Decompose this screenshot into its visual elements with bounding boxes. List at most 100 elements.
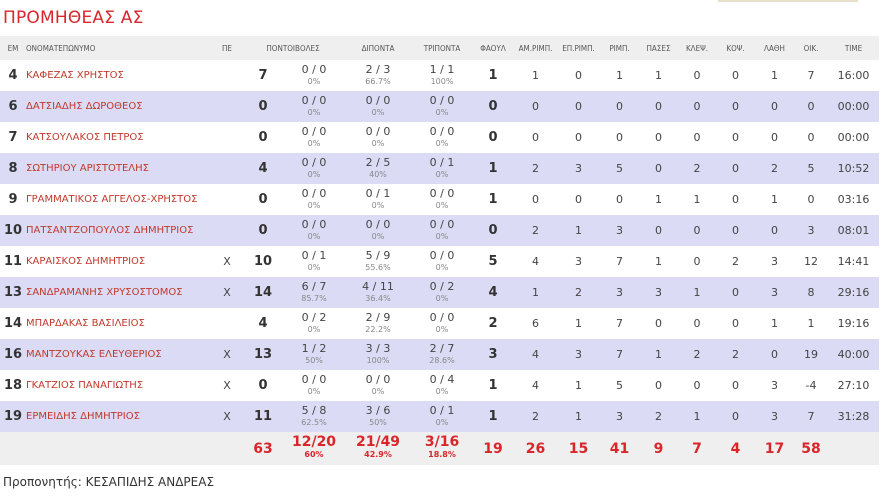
player-to: 0 [771, 131, 779, 144]
player-name-link[interactable]: ΚΑΡΑΙΣΚΟΣ ΔΗΜΗΤΡΙΟΣ [26, 256, 146, 267]
player-ft: 0 / 0 0% [284, 215, 345, 246]
player-three: 0 / 1 0% [412, 401, 473, 432]
player-two-pct: 66.7% [365, 77, 391, 86]
player-points: 13 [242, 339, 284, 370]
player-points: 0 [242, 215, 284, 246]
player-three: 0 / 0 0% [412, 246, 472, 277]
player-name-link[interactable]: ΚΑΤΣΟΥΛΑΚΟΣ ΠΕΤΡΟΣ [26, 132, 144, 143]
player-three: 0 / 0 0% [412, 184, 472, 215]
player-name-link[interactable]: ΜΑΝΤΖΟΥΚΑΣ ΕΛΕΥΘΕΡΙΟΣ [26, 339, 212, 370]
player-three-made: 0 / 4 [429, 373, 455, 386]
player-three-pct: 0% [435, 139, 449, 148]
header-time: TIME [828, 36, 880, 60]
player-name-link[interactable]: ΔΑΤΣΙΑΔΗΣ ΔΩΡΟΘΕΟΣ [26, 91, 212, 122]
player-row: 18 ΓΚΑΤΖΙΟΣ ΠΑΝΑΓΙΩΤΗΣ X 0 0 / 0 0% 0 / 0 0% 0 /… [0, 370, 879, 401]
player-two: 3 / 3 100% [344, 339, 413, 370]
player-name-link[interactable]: ΠΑΤΣΑΝΤΖΟΠΟΥΛΟΣ ΔΗΜΗΤΡΙΟΣ [26, 215, 212, 246]
header-ast: ΠΑΣΕΣ [639, 36, 679, 60]
header-name: ΟΝΟΜΑΤΕΠΩΝΥΜΟ [26, 36, 212, 60]
player-eff: 0 [794, 91, 829, 122]
player-points: 0 [258, 192, 268, 207]
player-fouls: 3 [472, 339, 515, 370]
header-oreb: ΑΜ.ΡΙΜΠ. [514, 36, 558, 60]
player-ft: 5 / 8 62.5% [284, 401, 345, 432]
player-reb: 3 [600, 215, 640, 246]
player-oreb: 6 [532, 317, 540, 330]
player-to: 0 [755, 339, 795, 370]
player-three-pct: 28.6% [429, 356, 455, 365]
player-ft: 0 / 1 0% [284, 246, 344, 277]
player-oreb: 0 [532, 193, 540, 206]
player-three-made: 0 / 0 [429, 218, 455, 231]
player-blk: 0 [732, 379, 740, 392]
player-two: 2 / 9 22.2% [344, 308, 412, 339]
player-ast: 0 [639, 91, 679, 122]
player-blk: 0 [732, 131, 740, 144]
player-reb: 5 [616, 379, 624, 392]
totals-three: 3/16 18.8% [412, 432, 473, 465]
player-dreb: 3 [557, 339, 601, 370]
player-ft-pct: 0% [307, 108, 321, 117]
player-ft-pct: 0% [307, 263, 321, 272]
player-oreb: 2 [514, 153, 558, 184]
player-number: 6 [0, 91, 26, 122]
header-num: ΕΜ [0, 36, 26, 60]
player-time: 03:16 [837, 193, 870, 206]
player-two-made: 2 / 5 [365, 156, 391, 169]
player-ft: 0 / 0 0% [284, 153, 345, 184]
player-name-link[interactable]: ΓΚΑΤΖΙΟΣ ΠΑΝΑΓΙΩΤΗΣ [26, 380, 144, 391]
totals-spacer [828, 432, 880, 465]
player-row: 8 ΣΩΤΗΡΙΟΥ ΑΡΙΣΤΟΤΕΛΗΣ 4 0 / 0 0% 2 / 5 40% 0 /… [0, 153, 880, 184]
player-blk: 0 [716, 215, 756, 246]
player-dreb: 0 [575, 69, 583, 82]
player-name-link[interactable]: ΣΩΤΗΡΙΟΥ ΑΡΙΣΤΟΤΕΛΗΣ [26, 153, 212, 184]
player-fouls: 2 [488, 316, 498, 331]
player-ft-pct: 0% [307, 170, 321, 179]
player-time: 29:16 [828, 277, 880, 308]
player-ft-made: 0 / 0 [301, 187, 327, 200]
player-blk: 0 [732, 317, 740, 330]
player-stl: 2 [678, 339, 717, 370]
player-name-link[interactable]: ΓΡΑΜΜΑΤΙΚΟΣ ΑΓΓΕΛΟΣ-ΧΡΗΣΤΟΣ [26, 194, 198, 205]
player-number: 7 [8, 130, 18, 145]
player-three-pct: 0% [435, 108, 449, 117]
header-row: ΕΜ ΟΝΟΜΑΤΕΠΩΝΥΜΟ ΠΕ ΠΟΝΤΟΙΒΟΛΕΣ ΔΙΠΟΝΤΑ … [0, 36, 880, 60]
player-two-pct: 22.2% [365, 325, 391, 334]
player-starter: X [212, 401, 242, 432]
player-row: 19 ΕΡΜΕΙΔΗΣ ΔΗΜΗΤΡΙΟΣ X 11 5 / 8 62.5% 3 / 6 50… [0, 401, 880, 432]
player-two-made: 5 / 9 [365, 249, 391, 262]
player-to: 0 [755, 215, 795, 246]
player-name-link[interactable]: ΜΠΑΡΔΑΚΑΣ ΒΑΣΙΛΕΙΟΣ [26, 318, 145, 329]
player-reb: 7 [600, 339, 640, 370]
player-points: 11 [242, 401, 284, 432]
player-name-link[interactable]: ΣΑΝΔΡΑΜΑΝΗΣ ΧΡΥΣΟΣΤΟΜΟΣ [26, 277, 212, 308]
player-points: 10 [253, 254, 273, 269]
player-ft-pct: 85.7% [301, 294, 327, 303]
player-two: 5 / 9 55.6% [344, 246, 412, 277]
player-ft-pct: 0% [307, 201, 321, 210]
player-fouls: 0 [472, 215, 515, 246]
player-dreb: 2 [557, 277, 601, 308]
player-ft-pct: 0% [307, 139, 321, 148]
player-two: 0 / 0 0% [344, 370, 412, 401]
player-three: 0 / 0 0% [412, 215, 473, 246]
player-ft-pct: 0% [307, 387, 321, 396]
player-blk: 0 [716, 401, 756, 432]
player-time: 08:01 [828, 215, 880, 246]
player-three: 0 / 0 0% [412, 308, 472, 339]
player-ft-made: 0 / 0 [301, 218, 327, 231]
player-stl: 0 [693, 131, 701, 144]
player-ft: 0 / 0 0% [284, 60, 344, 91]
player-name-link[interactable]: ΕΡΜΕΙΔΗΣ ΔΗΜΗΤΡΙΟΣ [26, 401, 212, 432]
player-oreb: 2 [514, 401, 558, 432]
player-fouls: 5 [488, 254, 498, 269]
player-two-made: 4 / 11 [362, 280, 394, 293]
totals-spacer [26, 432, 212, 465]
player-reb: 5 [600, 153, 640, 184]
player-name-link[interactable]: ΚΑΦΕΖΑΣ ΧΡΗΣΤΟΣ [26, 70, 124, 81]
player-ft-made: 0 / 1 [301, 249, 327, 262]
player-time: 40:00 [828, 339, 880, 370]
totals-spacer [212, 432, 242, 465]
